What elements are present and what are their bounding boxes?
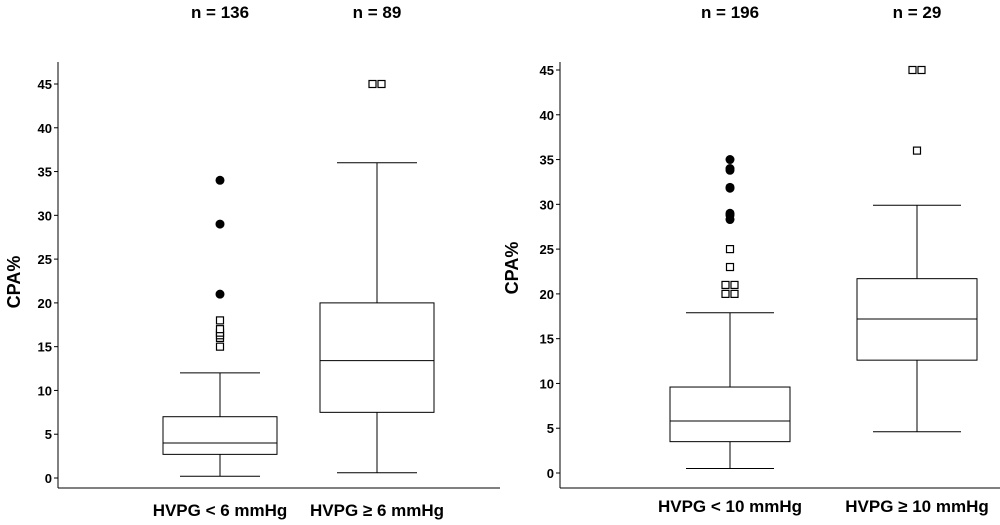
y-tick-label: 25	[540, 242, 554, 257]
category-label: HVPG < 6 mmHg	[153, 501, 288, 520]
iqr-box	[162, 416, 278, 455]
outlier-point	[730, 280, 739, 290]
extreme-outlier-point	[215, 289, 225, 299]
n-label: n = 89	[353, 3, 402, 22]
outlier-point	[377, 79, 386, 89]
outlier-point	[908, 65, 917, 75]
y-tick-label: 30	[540, 197, 554, 212]
outlier-point	[725, 262, 735, 272]
outlier-point	[721, 289, 730, 298]
y-tick-label: 10	[38, 383, 52, 398]
y-tick-label: 15	[38, 340, 52, 355]
outlier-point	[215, 325, 225, 334]
extreme-outlier-point	[215, 175, 225, 185]
category-label: HVPG ≥ 10 mmHg	[845, 497, 988, 516]
y-tick-label: 20	[540, 287, 554, 302]
outlier-point	[368, 79, 377, 89]
y-tick-label: 5	[45, 427, 52, 442]
y-tick-label: 40	[540, 108, 554, 123]
y-tick-label: 30	[38, 208, 52, 223]
box-0	[669, 155, 791, 470]
outlier-point	[912, 146, 922, 155]
y-tick-label: 0	[547, 466, 554, 481]
box-0	[162, 175, 278, 477]
y-tick-label: 10	[540, 376, 554, 391]
iqr-box	[319, 302, 435, 413]
category-label: HVPG ≥ 6 mmHg	[310, 501, 444, 520]
y-tick-label: 45	[38, 77, 52, 92]
y-tick-label: 45	[540, 63, 554, 78]
box-1	[856, 65, 978, 433]
n-label: n = 136	[191, 3, 249, 22]
y-axis-title: CPA%	[502, 242, 522, 295]
extreme-outlier-point	[215, 219, 225, 229]
n-label: n = 196	[701, 3, 759, 22]
y-tick-label: 25	[38, 252, 52, 267]
extreme-outlier-point	[725, 164, 735, 174]
outlier-point	[215, 342, 225, 351]
extreme-outlier-point	[725, 182, 735, 192]
y-tick-label: 15	[540, 332, 554, 347]
outlier-point	[721, 280, 730, 290]
y-tick-label: 5	[547, 421, 554, 436]
outlier-point	[215, 316, 225, 325]
y-tick-label: 35	[38, 165, 52, 180]
extreme-outlier-point	[725, 208, 735, 218]
n-label: n = 29	[893, 3, 942, 22]
extreme-outlier-point	[725, 155, 735, 165]
left-panel: 0 5 10 15 20 25 30 35 40 45 CPA% n = 136 HVPG < 6 mm…	[4, 3, 500, 520]
y-tick-label: 40	[38, 121, 52, 136]
outlier-point	[725, 245, 735, 254]
iqr-box	[669, 386, 791, 443]
y-tick-label: 20	[38, 296, 52, 311]
box-1	[319, 79, 435, 474]
category-label: HVPG < 10 mmHg	[658, 497, 802, 516]
y-tick-label: 0	[45, 471, 52, 486]
outlier-point	[917, 65, 926, 75]
right-panel: 0 5 10 15 20 25 30 35 40 45 CPA% n = 196 HVPG < 10 m…	[502, 3, 1000, 516]
y-tick-label: 35	[540, 153, 554, 168]
y-axis-title: CPA%	[4, 256, 24, 309]
outlier-point	[730, 289, 739, 298]
